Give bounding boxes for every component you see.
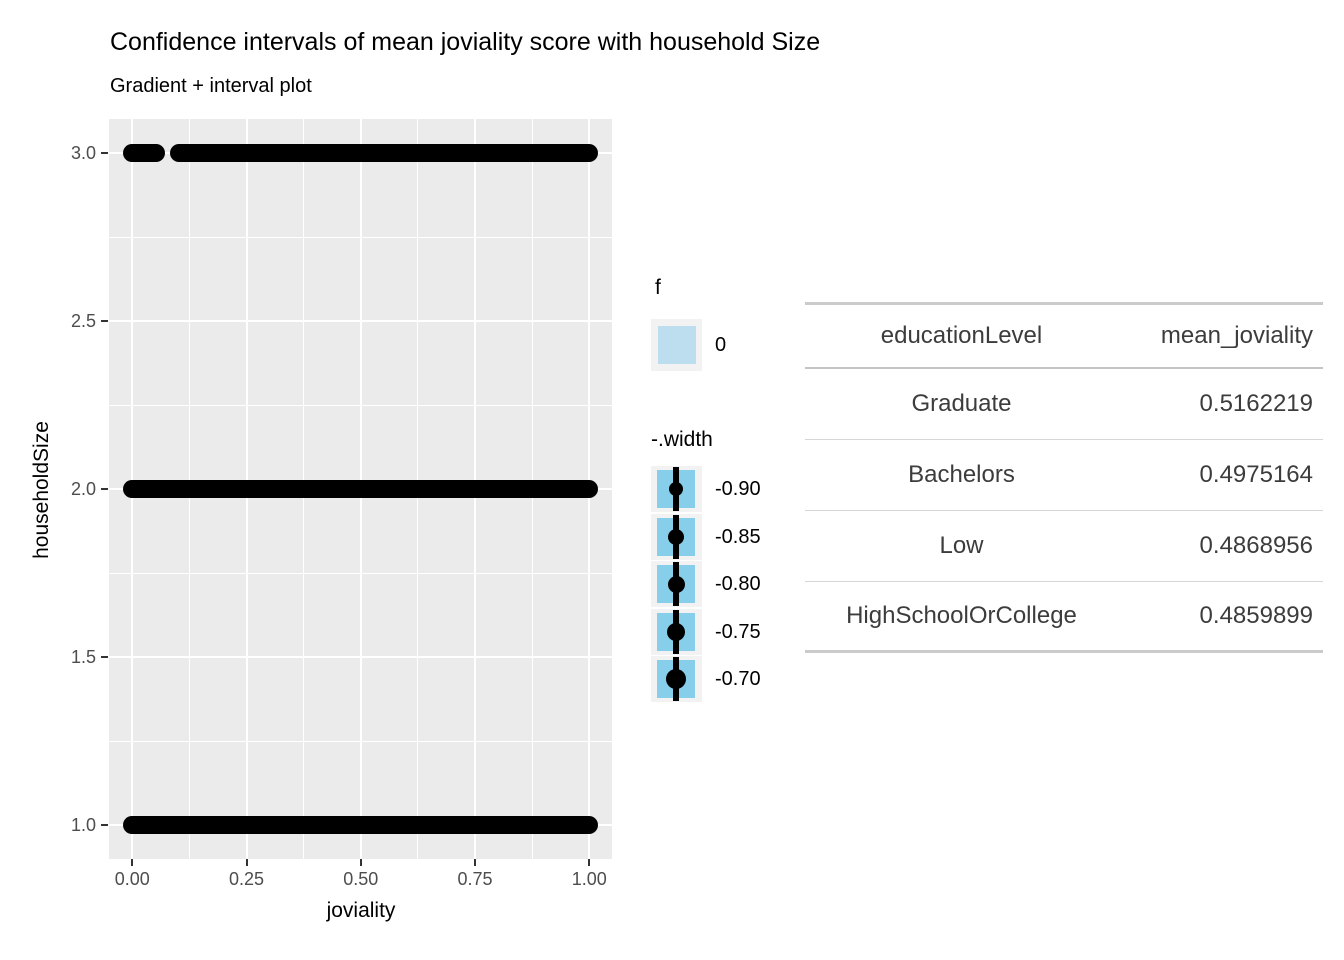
legend-width-point xyxy=(667,622,685,641)
y-tick-label: 2.0 xyxy=(70,479,96,499)
legend-width-title: -.width xyxy=(651,428,713,451)
points-band xyxy=(123,816,599,834)
legend-width-point xyxy=(668,528,684,545)
x-tick-label: 0.75 xyxy=(457,869,493,889)
legend-width-item-label: -0.90 xyxy=(715,478,761,500)
legend-width-item-label: -0.70 xyxy=(715,668,761,690)
legend-f-item-label: 0 xyxy=(715,334,727,356)
table-row: Bachelors 0.4975164 xyxy=(805,440,1323,511)
legend-width-key xyxy=(651,608,702,655)
y-tick-mark xyxy=(101,320,108,322)
x-tick-label: 0.25 xyxy=(229,869,265,889)
y-tick-mark xyxy=(101,824,108,826)
y-axis-title: householdSize xyxy=(30,421,53,559)
x-tick-mark xyxy=(245,859,248,866)
legend-width-point xyxy=(669,482,683,496)
table-cell-educationLevel: HighSchoolOrCollege xyxy=(846,602,1077,629)
points-band xyxy=(123,480,599,498)
x-tick-mark xyxy=(588,859,591,866)
y-tick-mark xyxy=(101,152,108,154)
table-cell-mean-joviality: 0.5162219 xyxy=(1199,390,1313,417)
x-tick-label: 0.00 xyxy=(114,869,150,889)
table-row: Graduate 0.5162219 xyxy=(805,369,1323,440)
table-row: HighSchoolOrCollege 0.4859899 xyxy=(805,582,1323,653)
table-header-row: educationLevel mean_joviality xyxy=(805,305,1323,369)
legend-width-point xyxy=(666,669,686,689)
y-tick-label: 3.0 xyxy=(70,143,96,163)
legend-width-point xyxy=(667,575,685,593)
table-cell-mean-joviality: 0.4975164 xyxy=(1199,461,1313,488)
table-cell-educationLevel: Bachelors xyxy=(908,461,1015,488)
table-cell-mean-joviality: 0.4859899 xyxy=(1199,602,1313,629)
legend-width-key xyxy=(651,513,702,560)
table-cell-mean-joviality: 0.4868956 xyxy=(1199,532,1313,559)
x-tick-mark xyxy=(359,859,362,866)
points-band xyxy=(170,144,599,162)
legend-width-key xyxy=(651,561,702,607)
y-gridline-major xyxy=(109,656,612,658)
y-tick-label: 2.5 xyxy=(70,311,96,331)
legend-width-item-label: -0.75 xyxy=(715,620,761,643)
x-axis-title: joviality xyxy=(326,899,396,922)
points-band xyxy=(123,144,166,162)
legend-f-key xyxy=(651,319,702,371)
plot-panel xyxy=(109,119,612,859)
legend-width-item-label: -0.85 xyxy=(715,525,761,548)
table-header-educationLevel: educationLevel xyxy=(880,322,1043,349)
y-tick-mark xyxy=(101,488,108,490)
table-body: Graduate 0.5162219 Bachelors 0.4975164 Low 0.… xyxy=(805,369,1323,653)
y-tick-mark xyxy=(101,656,108,658)
legend-width-item-label: -0.80 xyxy=(715,573,761,595)
x-tick-mark xyxy=(474,859,477,866)
legend-f-title: f xyxy=(655,276,661,299)
chart-title: Confidence intervals of mean joviality s… xyxy=(110,28,821,56)
table-row: Low 0.4868956 xyxy=(805,511,1323,582)
legend-width-key xyxy=(651,466,702,512)
y-gridline-major xyxy=(109,320,612,322)
table-cell-educationLevel: Graduate xyxy=(911,390,1012,417)
y-tick-label: 1.5 xyxy=(70,647,96,667)
table-header-mean-joviality: mean_joviality xyxy=(1160,322,1313,349)
x-tick-mark xyxy=(131,859,134,866)
legend-f-swatch xyxy=(658,326,696,364)
legend-width-key xyxy=(651,656,702,702)
x-tick-label: 1.00 xyxy=(571,869,607,889)
x-tick-label: 0.50 xyxy=(343,869,379,889)
table-cell-educationLevel: Low xyxy=(939,532,984,559)
chart-subtitle: Gradient + interval plot xyxy=(110,75,312,97)
education-table: educationLevel mean_joviality Graduate 0.… xyxy=(805,302,1323,653)
y-tick-label: 1.0 xyxy=(70,815,96,835)
